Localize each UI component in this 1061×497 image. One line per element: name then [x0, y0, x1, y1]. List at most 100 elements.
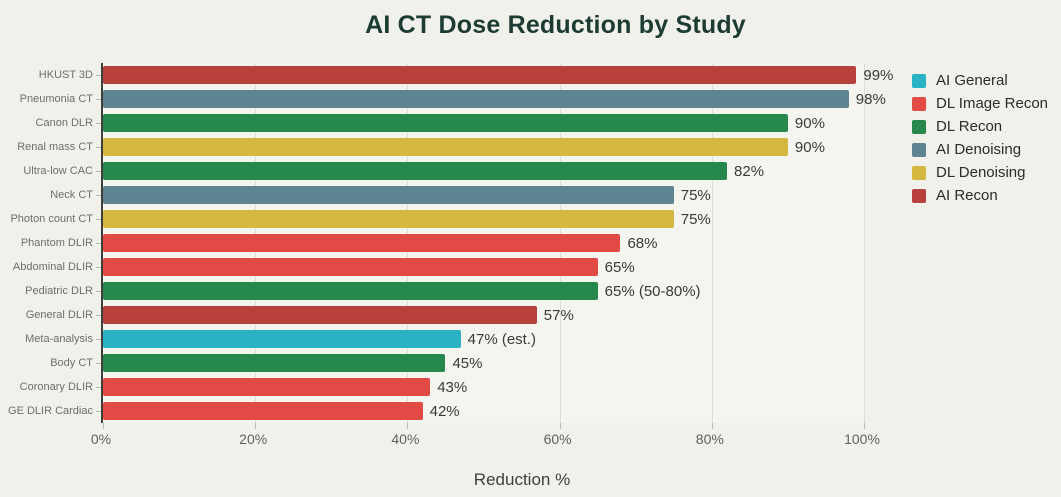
legend-item: AI Denoising — [912, 141, 1048, 158]
bar-value-label: 90% — [794, 114, 825, 132]
bar-value-label: 98% — [855, 90, 886, 108]
x-tick-label: 60% — [543, 431, 572, 447]
bar-value-label: 47% (est.) — [467, 330, 537, 348]
bar-value-label: 65% — [604, 258, 635, 276]
y-axis-tick — [96, 339, 101, 340]
bar-value-label: 75% — [680, 210, 711, 228]
legend-item: AI Recon — [912, 187, 1048, 204]
legend-label: AI Recon — [936, 187, 998, 204]
bar-ultra-low-cac — [103, 162, 728, 180]
y-axis-label: Pediatric DLR — [25, 285, 93, 297]
x-axis-tick — [864, 423, 865, 429]
x-tick-label: 20% — [239, 431, 268, 447]
bar-value-label: 42% — [429, 402, 460, 420]
y-axis-tick — [96, 195, 101, 196]
bar-phantom-dlir — [103, 234, 621, 252]
y-axis-tick — [96, 267, 101, 268]
legend: AI General DL Image Recon DL Recon AI Denoi… — [912, 72, 1049, 211]
y-axis-label: Renal mass CT — [17, 141, 93, 153]
y-axis-tick — [96, 147, 101, 148]
legend-item: AI General — [912, 72, 1048, 89]
y-axis-label: Ultra-low CAC — [23, 165, 93, 177]
y-axis-tick — [96, 99, 101, 100]
x-tick-label: 80% — [695, 431, 724, 447]
x-axis-tick — [559, 423, 561, 429]
bar-row: 98% — [103, 87, 886, 111]
legend-swatch-icon — [912, 73, 926, 88]
x-axis-tick — [255, 423, 257, 429]
bar-neck-ct — [103, 186, 674, 204]
legend-label: AI Denoising — [936, 141, 1022, 158]
y-axis-tick — [96, 387, 101, 388]
bar-meta-analysis — [103, 330, 461, 348]
y-axis-tick — [96, 75, 101, 76]
y-axis-tick — [96, 171, 101, 172]
bar-row: 65% (50-80%) — [103, 279, 864, 303]
bar-value-label: 45% — [452, 354, 483, 372]
bar-body-ct — [103, 354, 446, 372]
bar-canon-dlr — [103, 114, 788, 132]
y-axis-label: GE DLIR Cardiac — [8, 405, 93, 417]
bar-value-label: 75% — [680, 186, 711, 204]
x-axis-title: Reduction % — [473, 470, 571, 489]
bar-row: 47% (est.) — [103, 327, 864, 351]
y-axis-tick — [96, 291, 101, 292]
bar-row: 99% — [103, 63, 893, 87]
y-axis-label: Abdominal DLIR — [12, 261, 93, 273]
bar-row: 90% — [103, 135, 864, 159]
legend-swatch-icon — [912, 96, 926, 111]
bar-hkust-3d — [103, 66, 857, 84]
bar-row: 42% — [103, 399, 864, 423]
gridline — [711, 63, 713, 423]
bar-value-label: 57% — [543, 306, 574, 324]
bar-row: 43% — [103, 375, 864, 399]
legend-label: DL Image Recon — [936, 95, 1049, 112]
y-axis-tick — [96, 243, 101, 244]
x-axis-tick — [711, 423, 713, 429]
bar-value-label: 65% (50-80%) — [604, 282, 701, 300]
legend-swatch-icon — [912, 142, 926, 157]
x-tick-label: 40% — [391, 431, 420, 447]
bar-row: 68% — [103, 231, 864, 255]
y-axis-label: Neck CT — [50, 189, 93, 201]
chart-title: AI CT Dose Reduction by Study — [365, 11, 746, 39]
bar-ge-dlir-cardiac — [103, 402, 423, 420]
y-axis-label: Phantom DLIR — [20, 237, 93, 249]
bar-row: 45% — [103, 351, 864, 375]
y-axis-tick — [96, 411, 101, 412]
bar-row: 65% — [103, 255, 864, 279]
legend-swatch-icon — [912, 188, 926, 203]
y-axis-label: Coronary DLIR — [19, 381, 93, 393]
bar-row: 57% — [103, 303, 864, 327]
legend-item: DL Recon — [912, 118, 1048, 135]
y-axis-label: Canon DLR — [35, 117, 93, 129]
x-axis-tick — [407, 423, 409, 429]
y-axis-tick — [96, 123, 101, 124]
plot-area: 99% 98% 90% 90% 82% 75% 75% 68% 65% 65% (50-80%) 5… — [96, 63, 893, 429]
y-axis-label: Pneumonia CT — [19, 93, 93, 105]
y-axis-label: Body CT — [50, 357, 93, 369]
bar-value-label: 99% — [863, 66, 894, 84]
legend-label: DL Recon — [936, 118, 1003, 135]
bar-abdominal-dlir — [103, 258, 598, 276]
bar-row: 75% — [103, 183, 864, 207]
y-axis-tick — [96, 363, 101, 364]
y-axis: HKUST 3D Pneumonia CT Canon DLR Renal mass … — [0, 63, 93, 423]
y-axis-tick — [96, 315, 101, 316]
gridline — [864, 63, 865, 423]
bar-row: 82% — [103, 159, 864, 183]
bar-value-label: 43% — [437, 378, 468, 396]
legend-item: DL Denoising — [912, 164, 1048, 181]
bar-pneumonia-ct — [103, 90, 849, 108]
x-tick-label: 0% — [90, 431, 112, 447]
bar-value-label: 68% — [627, 234, 658, 252]
legend-swatch-icon — [912, 119, 926, 134]
y-axis-label: General DLIR — [25, 309, 93, 321]
x-tick-label: 100% — [844, 431, 880, 447]
legend-swatch-icon — [912, 165, 926, 180]
legend-item: DL Image Recon — [912, 95, 1049, 112]
bar-pediatric-dlr — [103, 282, 598, 300]
legend-label: AI General — [936, 72, 1008, 89]
bar-row: 90% — [103, 111, 864, 135]
bar-general-dlir — [103, 306, 537, 324]
